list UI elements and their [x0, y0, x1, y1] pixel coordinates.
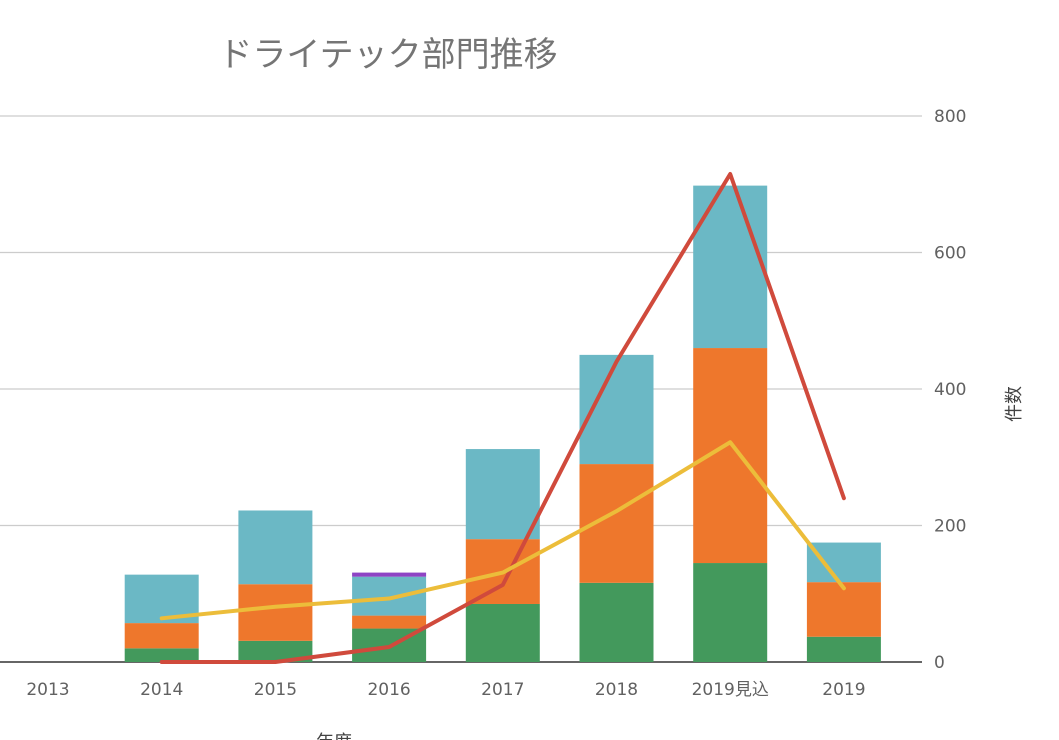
bar-segment [579, 582, 654, 662]
x-tick-label: 2018 [595, 680, 638, 700]
bar-segment [806, 636, 881, 662]
bar-segment [806, 542, 881, 583]
y-axis-label: 件数 [1004, 386, 1025, 422]
y-tick-label: 400 [934, 380, 966, 400]
chart-title: ドライテック部門推移 [218, 35, 557, 75]
x-axis-label: 年度 [316, 732, 352, 740]
x-tick-label: 2016 [367, 680, 410, 700]
series-line [159, 440, 846, 621]
x-tick-label: 2017 [481, 680, 524, 700]
bar-segment [352, 576, 427, 616]
series-line [159, 172, 846, 664]
bar-segment [238, 584, 313, 641]
x-tick-label: 2014 [140, 680, 183, 700]
bar-segment [238, 510, 313, 585]
y-tick-label: 0 [934, 653, 945, 673]
bar-segment [693, 563, 768, 662]
bar-segment [124, 623, 199, 649]
bar-segment [465, 603, 540, 662]
y-tick-labels: 0 200 400 600 800 [934, 107, 966, 673]
bar-segment [124, 648, 199, 662]
x-tick-label: 2015 [254, 680, 297, 700]
x-tick-label: 2013 [26, 680, 69, 700]
bar-segment [693, 348, 768, 564]
y-tick-label: 200 [934, 517, 966, 537]
grid [0, 115, 922, 663]
bar-segment [352, 572, 427, 577]
bars [124, 185, 881, 662]
bar-segment [352, 615, 427, 629]
x-tick-labels: 2013 2014 2015 2016 2017 2018 2019見込 2019 [26, 680, 865, 700]
y-tick-label: 800 [934, 107, 966, 127]
bar-segment [693, 185, 768, 349]
y-tick-label: 600 [934, 244, 966, 264]
x-tick-label: 2019 [822, 680, 865, 700]
bar-segment [465, 449, 540, 540]
lines [159, 172, 846, 664]
bar-segment [238, 640, 313, 662]
bar-segment [806, 582, 881, 637]
x-tick-label: 2019見込 [692, 680, 769, 700]
